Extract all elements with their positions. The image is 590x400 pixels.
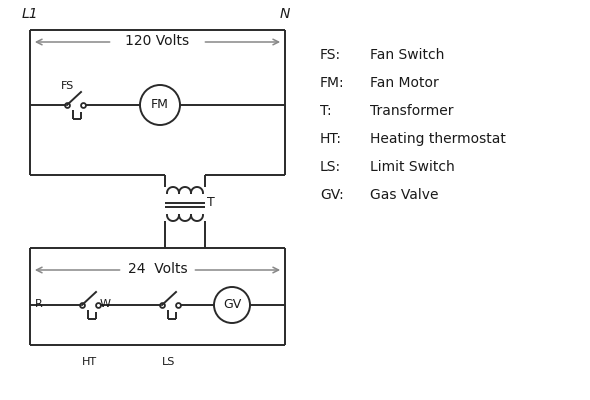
Text: FM:: FM: [320, 76, 345, 90]
Text: T:: T: [320, 104, 332, 118]
Text: GV: GV [223, 298, 241, 312]
Text: LS: LS [162, 357, 176, 367]
Text: FS:: FS: [320, 48, 341, 62]
Text: HT: HT [81, 357, 97, 367]
Text: Fan Motor: Fan Motor [370, 76, 439, 90]
Text: Gas Valve: Gas Valve [370, 188, 438, 202]
Text: 24  Volts: 24 Volts [127, 262, 187, 276]
Text: Fan Switch: Fan Switch [370, 48, 444, 62]
Text: HT:: HT: [320, 132, 342, 146]
Text: Limit Switch: Limit Switch [370, 160, 455, 174]
Text: FM: FM [151, 98, 169, 112]
Text: Transformer: Transformer [370, 104, 454, 118]
Text: LS:: LS: [320, 160, 341, 174]
Text: N: N [280, 7, 290, 21]
Text: R: R [35, 299, 42, 309]
Text: T: T [207, 196, 215, 210]
Text: Heating thermostat: Heating thermostat [370, 132, 506, 146]
Text: FS: FS [60, 81, 74, 91]
Text: W: W [100, 299, 111, 309]
Text: L1: L1 [22, 7, 38, 21]
Text: GV:: GV: [320, 188, 344, 202]
Text: 120 Volts: 120 Volts [126, 34, 189, 48]
